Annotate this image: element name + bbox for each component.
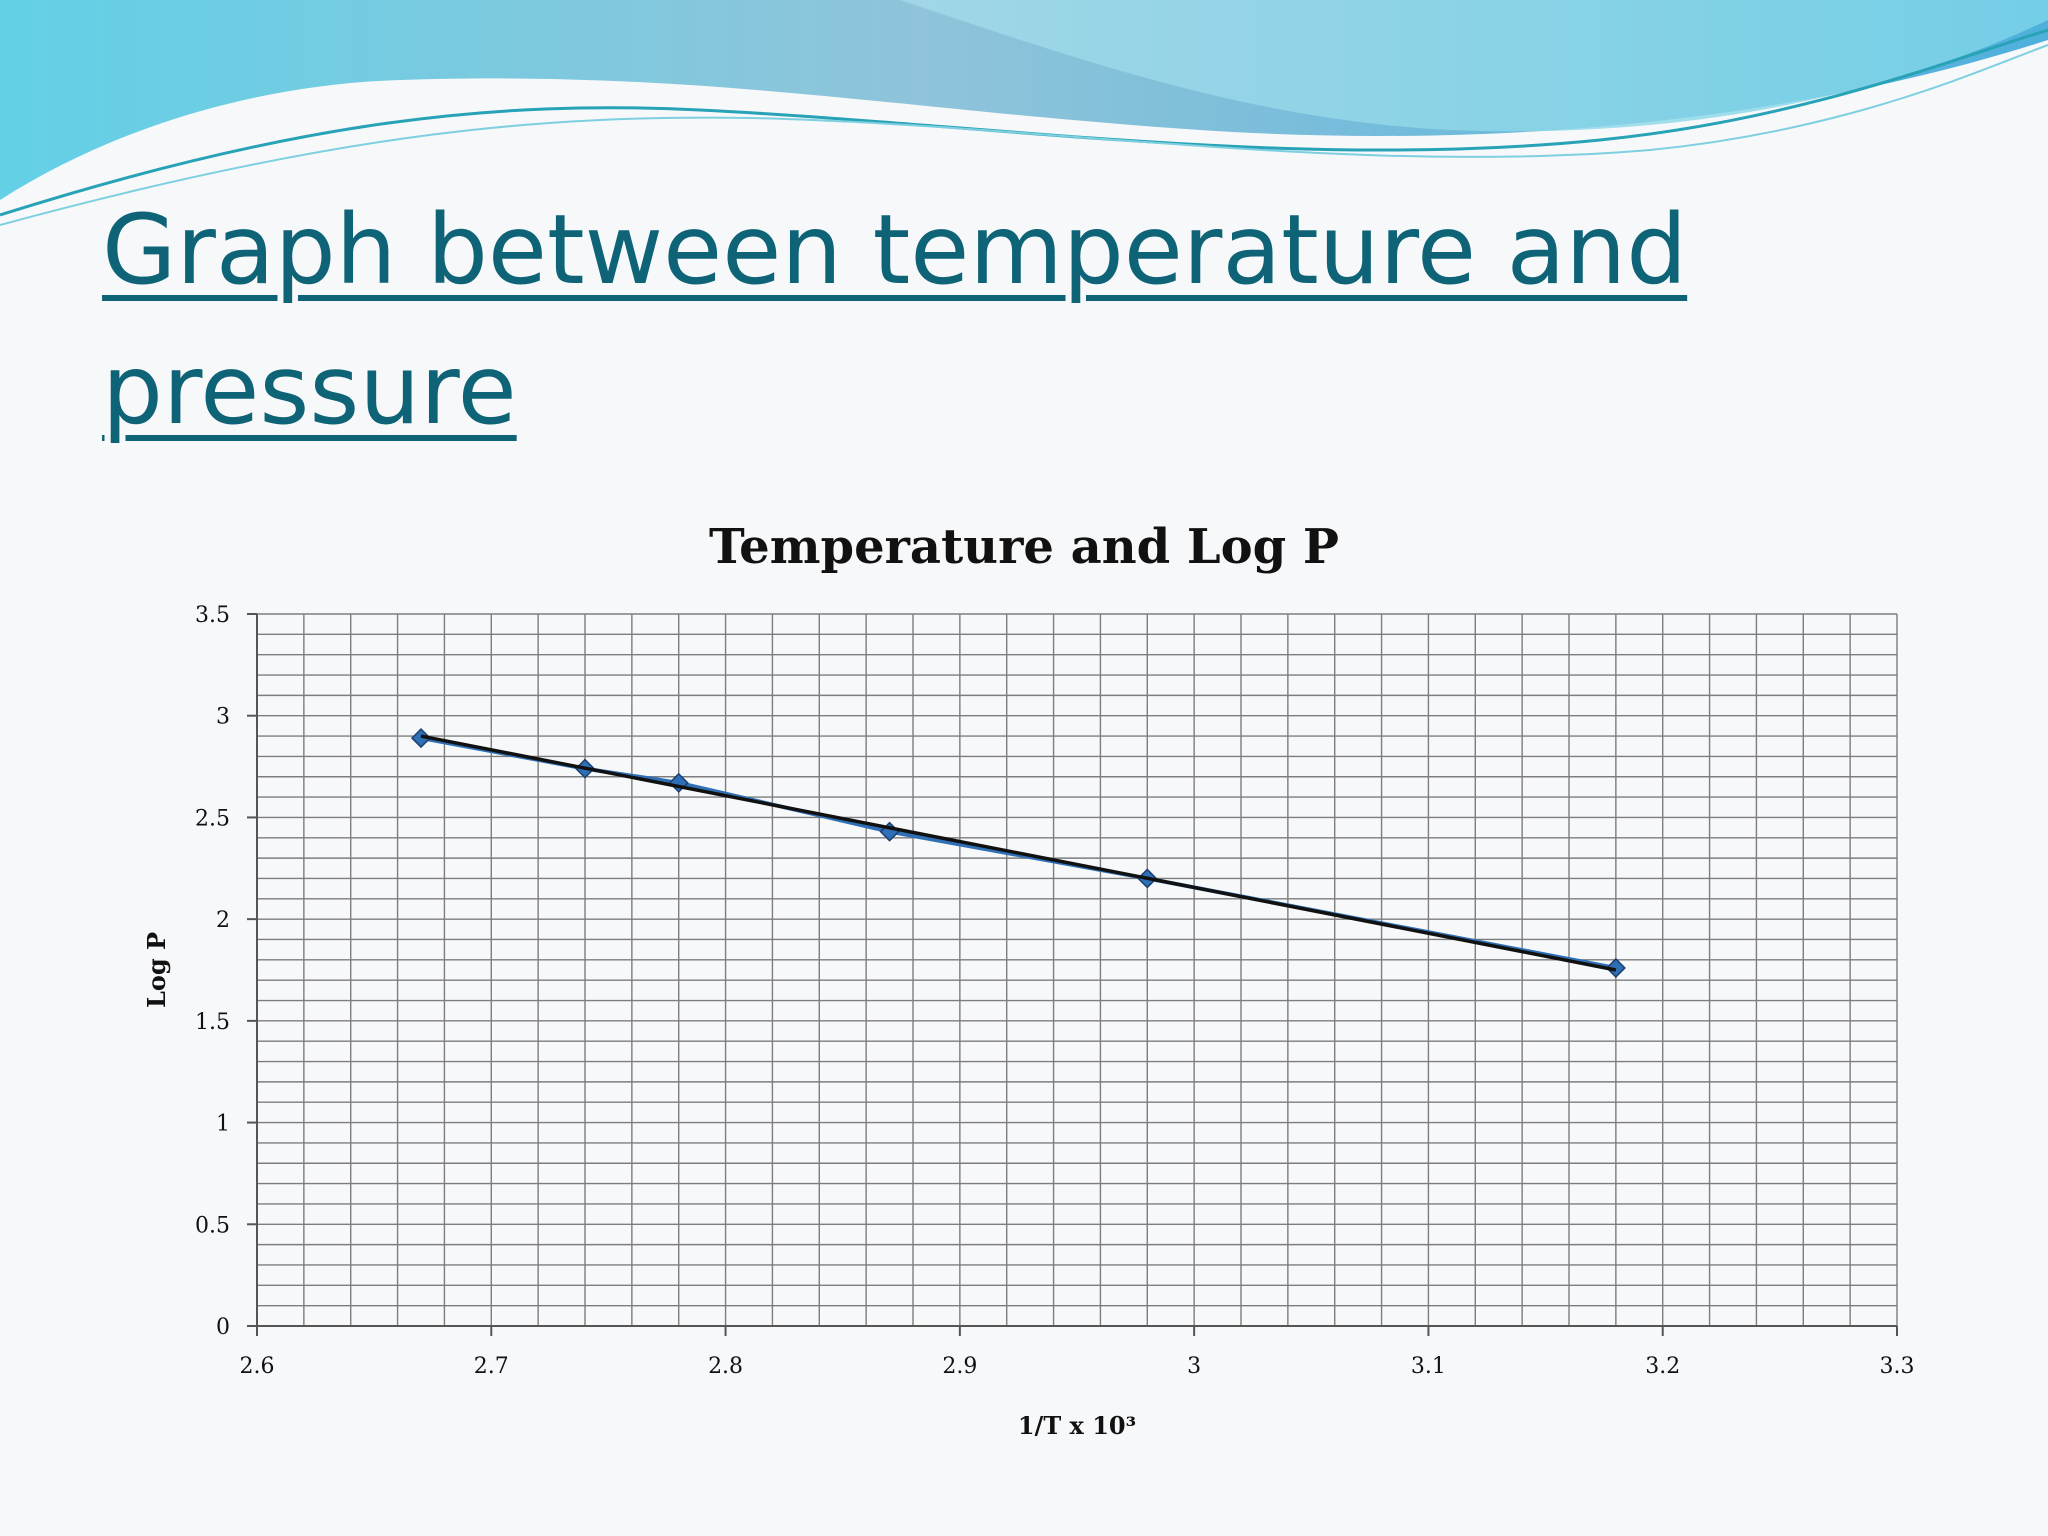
chart-axes: 2.6 2.7 2.8 2.9 3 3.1 3.2 3.3 0 0.5 1 1.5 2 2.5 3 3.5 (195, 603, 1915, 1379)
y-tick-label: 1 (216, 1112, 230, 1137)
x-tick-label: 2.7 (474, 1354, 509, 1379)
slide-title: Graph between temperature and pressure (102, 194, 1688, 446)
chart-title: Temperature and Log P (709, 519, 1339, 575)
x-tick-label: 2.6 (240, 1354, 275, 1379)
chart-grid (256, 613, 1898, 1327)
x-tick-label: 3.3 (1880, 1354, 1915, 1379)
trendline (420, 734, 1617, 972)
y-tick-label: 0.5 (195, 1213, 230, 1238)
y-axis-title: Log P (142, 932, 171, 1008)
wave-band-light (900, 0, 2048, 132)
data-point-marker (410, 728, 432, 749)
y-tick-label: 3.5 (195, 603, 230, 628)
x-tick-label: 2.8 (708, 1354, 743, 1379)
data-point-marker (1605, 957, 1626, 979)
y-tick-label: 2 (216, 908, 230, 933)
chart-series (410, 728, 1626, 979)
y-tick-label: 0 (216, 1315, 230, 1340)
x-tick-label: 3.2 (1645, 1354, 1680, 1379)
x-tick-label: 3 (1187, 1354, 1201, 1379)
x-tick-label: 3.1 (1411, 1354, 1446, 1379)
wave-line-2 (0, 44, 2048, 226)
header-wave-decoration (0, 0, 2048, 226)
x-tick-label: 2.9 (942, 1354, 977, 1379)
y-tick-label: 2.5 (195, 806, 230, 831)
y-tick-label: 3 (216, 705, 230, 730)
x-axis-title: 1/T x 10³ (1018, 1411, 1136, 1440)
y-tick-label: 1.5 (195, 1010, 230, 1035)
